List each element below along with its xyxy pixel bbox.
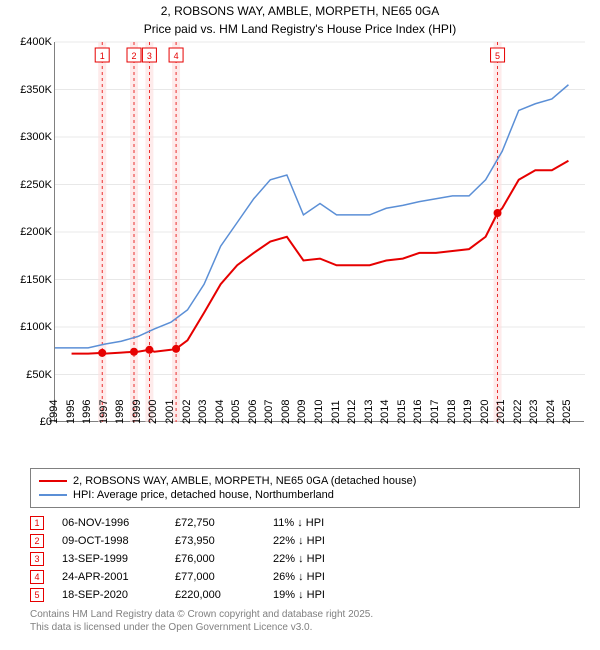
x-tick-label: 1995 xyxy=(65,400,77,424)
marker-number-box: 3 xyxy=(30,552,44,566)
x-tick-label: 1994 xyxy=(48,400,60,424)
marker-date: 09-OCT-1998 xyxy=(62,535,157,547)
x-tick-label: 1997 xyxy=(98,400,110,424)
marker-number-box: 4 xyxy=(30,570,44,584)
y-tick-label: £350K xyxy=(20,84,52,96)
marker-price: £73,950 xyxy=(175,535,255,547)
x-tick-label: 1998 xyxy=(114,400,126,424)
svg-text:4: 4 xyxy=(174,51,179,61)
marker-row: 5 18-SEP-2020 £220,000 19% ↓ HPI xyxy=(30,586,580,604)
x-tick-label: 2019 xyxy=(462,400,474,424)
marker-row: 1 06-NOV-1996 £72,750 11% ↓ HPI xyxy=(30,514,580,532)
x-tick-label: 2007 xyxy=(263,400,275,424)
x-tick-label: 2023 xyxy=(528,400,540,424)
marker-diff: 22% ↓ HPI xyxy=(273,535,363,547)
x-tick-label: 2022 xyxy=(512,400,524,424)
x-tick-label: 2012 xyxy=(346,400,358,424)
legend: 2, ROBSONS WAY, AMBLE, MORPETH, NE65 0GA… xyxy=(30,468,580,508)
x-tick-label: 2024 xyxy=(545,400,557,424)
x-tick-label: 2003 xyxy=(197,400,209,424)
legend-label: HPI: Average price, detached house, Nort… xyxy=(73,489,334,501)
svg-text:1: 1 xyxy=(100,51,105,61)
marker-diff: 22% ↓ HPI xyxy=(273,553,363,565)
title-line1: 2, ROBSONS WAY, AMBLE, MORPETH, NE65 0GA xyxy=(0,0,600,22)
x-tick-label: 2020 xyxy=(479,400,491,424)
x-tick-label: 2010 xyxy=(313,400,325,424)
y-tick-label: £400K xyxy=(20,36,52,48)
x-tick-label: 2014 xyxy=(379,400,391,424)
marker-date: 18-SEP-2020 xyxy=(62,589,157,601)
x-tick-label: 1999 xyxy=(131,400,143,424)
marker-diff: 19% ↓ HPI xyxy=(273,589,363,601)
x-tick-label: 2001 xyxy=(164,400,176,424)
x-tick-label: 2006 xyxy=(247,400,259,424)
x-tick-label: 2017 xyxy=(429,400,441,424)
title-line2: Price paid vs. HM Land Registry's House … xyxy=(0,22,600,42)
x-tick-label: 2004 xyxy=(214,400,226,424)
marker-number-box: 5 xyxy=(30,588,44,602)
marker-row: 3 13-SEP-1999 £76,000 22% ↓ HPI xyxy=(30,550,580,568)
marker-price: £220,000 xyxy=(175,589,255,601)
chart-area: £0£50K£100K£150K£200K£250K£300K£350K£400… xyxy=(10,42,590,462)
y-axis: £0£50K£100K£150K£200K£250K£300K£350K£400… xyxy=(10,42,54,422)
legend-swatch xyxy=(39,494,67,496)
x-tick-label: 2015 xyxy=(396,400,408,424)
y-tick-label: £200K xyxy=(20,226,52,238)
svg-text:2: 2 xyxy=(131,51,136,61)
marker-price: £77,000 xyxy=(175,571,255,583)
footer: Contains HM Land Registry data © Crown c… xyxy=(30,608,580,634)
marker-date: 06-NOV-1996 xyxy=(62,517,157,529)
svg-text:5: 5 xyxy=(495,51,500,61)
x-tick-label: 2018 xyxy=(446,400,458,424)
marker-price: £76,000 xyxy=(175,553,255,565)
x-tick-label: 2005 xyxy=(230,400,242,424)
marker-table: 1 06-NOV-1996 £72,750 11% ↓ HPI 2 09-OCT-1998… xyxy=(30,514,580,604)
x-tick-label: 2002 xyxy=(181,400,193,424)
marker-diff: 26% ↓ HPI xyxy=(273,571,363,583)
x-tick-label: 2011 xyxy=(330,400,342,424)
marker-number-box: 1 xyxy=(30,516,44,530)
marker-diff: 11% ↓ HPI xyxy=(273,517,363,529)
x-tick-label: 2021 xyxy=(495,400,507,424)
footer-line2: This data is licensed under the Open Gov… xyxy=(30,621,580,634)
x-tick-label: 2025 xyxy=(561,400,573,424)
marker-row: 4 24-APR-2001 £77,000 26% ↓ HPI xyxy=(30,568,580,586)
marker-date: 24-APR-2001 xyxy=(62,571,157,583)
marker-price: £72,750 xyxy=(175,517,255,529)
marker-row: 2 09-OCT-1998 £73,950 22% ↓ HPI xyxy=(30,532,580,550)
y-tick-label: £300K xyxy=(20,131,52,143)
y-tick-label: £250K xyxy=(20,179,52,191)
legend-label: 2, ROBSONS WAY, AMBLE, MORPETH, NE65 0GA… xyxy=(73,475,416,487)
legend-item: 2, ROBSONS WAY, AMBLE, MORPETH, NE65 0GA… xyxy=(39,474,571,488)
y-tick-label: £150K xyxy=(20,274,52,286)
marker-date: 13-SEP-1999 xyxy=(62,553,157,565)
legend-item: HPI: Average price, detached house, Nort… xyxy=(39,488,571,502)
x-tick-label: 2009 xyxy=(296,400,308,424)
x-tick-label: 2016 xyxy=(412,400,424,424)
plot-area: 1 2 3 4 5 xyxy=(54,42,584,422)
x-axis: 1994199519961997199819992000200120022003… xyxy=(54,422,584,462)
svg-text:3: 3 xyxy=(147,51,152,61)
y-tick-label: £50K xyxy=(26,369,52,381)
x-tick-label: 1996 xyxy=(81,400,93,424)
x-tick-label: 2000 xyxy=(147,400,159,424)
x-tick-label: 2013 xyxy=(363,400,375,424)
x-tick-label: 2008 xyxy=(280,400,292,424)
legend-swatch xyxy=(39,480,67,483)
footer-line1: Contains HM Land Registry data © Crown c… xyxy=(30,608,580,621)
marker-number-box: 2 xyxy=(30,534,44,548)
y-tick-label: £100K xyxy=(20,321,52,333)
